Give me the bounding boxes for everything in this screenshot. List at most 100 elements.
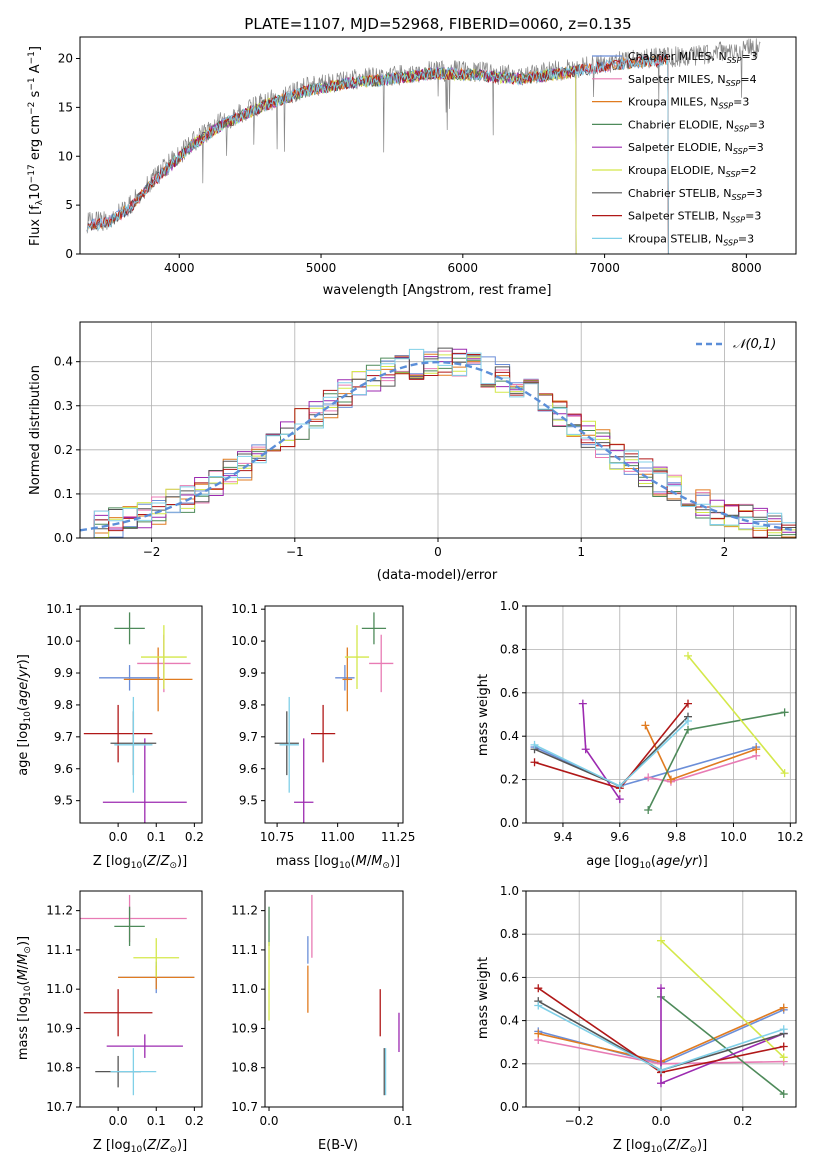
weight-point-salpeter-elodie (615, 795, 624, 804)
x-tick-label: 9.6 (610, 830, 629, 844)
y-tick-label: 10.1 (46, 602, 73, 616)
y-tick-label: 0.6 (500, 970, 519, 984)
x-tick-label: −0.2 (565, 1114, 594, 1128)
figure-title: PLATE=1107, MJD=52968, FIBERID=0060, z=0… (244, 15, 631, 33)
y-tick-label: 0.4 (54, 355, 73, 369)
spectrum-xlabel: wavelength [Angstrom, rest frame] (323, 283, 552, 298)
legend-label-salpeter-elodie: Salpeter ELODIE, NSSP=3 (628, 141, 764, 156)
plot-content (530, 651, 789, 814)
weight-point-kroupa-miles (752, 745, 761, 754)
x-tick-label: 0.1 (393, 1114, 412, 1128)
axes-frame (79, 890, 203, 1108)
residual-ylabel: Normed distribution (28, 365, 43, 495)
x-tick-label: 0.2 (185, 830, 204, 844)
y-tick-label: 9.7 (239, 730, 258, 744)
legend-label-chabrier-elodie: Chabrier ELODIE, NSSP=3 (628, 118, 765, 133)
x-tick-label: 0.0 (651, 1114, 670, 1128)
x-tick-label: 0.2 (733, 1114, 752, 1128)
x-tick-label: 0.0 (109, 830, 128, 844)
spectrum-legend: Chabrier MILES, NSSP=3 Salpeter MILES, NS… (592, 50, 765, 247)
y-tick-label: 9.9 (239, 666, 258, 680)
y-tick-label: 10.7 (231, 1100, 258, 1114)
spectrum-plot-area: 4000 5000 6000 7000 8000 0 5 10 15 20 (58, 36, 797, 275)
axes-frame (264, 605, 404, 824)
weight-point-chabrier-elodie (779, 1090, 788, 1099)
x-tick-label: 7000 (589, 261, 620, 275)
mass-vs-ebv-panel: 0.0 0.1 10.7 10.8 10.9 11.0 11.1 11.2 (231, 890, 413, 1128)
plot-content (80, 894, 195, 1096)
weight-point-kroupa-elodie (684, 651, 692, 660)
y-tick-label: 0.4 (500, 729, 519, 743)
y-tick-label: 1.0 (500, 599, 519, 613)
plot-content (534, 936, 788, 1099)
observed-spectrum-line (86, 38, 761, 234)
x-tick-label: −2 (143, 545, 161, 559)
y-tick-label: 10 (58, 149, 73, 163)
y-tick-label: 10.0 (231, 634, 258, 648)
y-tick-label: 0.6 (500, 686, 519, 700)
axes-frame (79, 36, 797, 255)
mass-weight-vs-Z-xlabel: Z [log10(Z/Z⊙)] (613, 1138, 707, 1155)
weight-point-kroupa-miles (641, 721, 650, 730)
x-tick-label: −1 (286, 545, 304, 559)
legend-label-chabrier-stelib: Chabrier STELIB, NSSP=3 (628, 187, 762, 202)
y-tick-label: 0.0 (500, 1100, 519, 1114)
plot-content (80, 347, 796, 538)
weight-point-kroupa-elodie (780, 769, 789, 778)
mass-vs-Z-xlabel: Z [log10(Z/Z⊙)] (93, 1138, 187, 1155)
axes-frame (525, 605, 797, 824)
y-tick-label: 1.0 (500, 884, 519, 898)
x-tick-label: 11.25 (381, 830, 415, 844)
y-tick-label: 20 (58, 52, 73, 66)
x-tick-label: 0.0 (109, 1114, 128, 1128)
model-line-kroupa-elodie (164, 65, 577, 254)
x-tick-label: 10.2 (777, 830, 804, 844)
y-tick-label: 9.8 (239, 698, 258, 712)
x-tick-label: 5000 (306, 261, 337, 275)
weight-line-kroupa-elodie (687, 655, 786, 774)
weight-line-chabrier-elodie (660, 996, 785, 1095)
weight-point-kroupa-stelib (534, 1001, 543, 1010)
weight-point-kroupa-miles (779, 1003, 788, 1012)
x-tick-label: 0.0 (259, 1114, 278, 1128)
weight-point-salpeter-stelib (779, 1042, 788, 1051)
weight-line-salpeter-elodie (582, 703, 621, 800)
x-tick-label: 10.75 (260, 830, 294, 844)
y-tick-label: 0.4 (500, 1014, 519, 1028)
y-tick-label: 9.6 (54, 762, 73, 776)
mass-weight-vs-age-panel: 9.4 9.6 9.8 10.0 10.2 0.0 0.2 0.4 0.6 0.8 1.0 (500, 599, 804, 844)
residual-panel: −2 −1 0 1 2 0.0 0.1 0.2 0.3 0.4 𝒩(0,1) (data-mode… (28, 321, 797, 583)
residual-hist-chabrier-stelib (80, 347, 796, 538)
plot-content (268, 894, 400, 1096)
age-vs-mass-panel: 10.75 11.00 11.25 9.5 9.6 9.7 9.8 9.9 10.0 10.1 (231, 602, 415, 844)
y-tick-label: 11.0 (46, 982, 73, 996)
x-tick-label: 6000 (448, 261, 479, 275)
x-tick-label: 2 (721, 545, 729, 559)
legend-label-salpeter-stelib: Salpeter STELIB, NSSP=3 (628, 210, 761, 225)
y-tick-label: 9.5 (239, 794, 258, 808)
x-tick-label: 11.00 (320, 830, 354, 844)
weight-point-kroupa-elodie (779, 1053, 788, 1062)
legend-label-kroupa-elodie: Kroupa ELODIE, NSSP=2 (628, 164, 757, 179)
normal-reference-curve (80, 360, 796, 532)
y-tick-label: 0.2 (54, 443, 73, 457)
legend-label-kroupa-stelib: Kroupa STELIB, NSSP=3 (628, 232, 754, 247)
weight-point-kroupa-stelib (657, 1066, 665, 1075)
weight-point-kroupa-stelib (779, 1025, 788, 1034)
x-tick-label: 8000 (731, 261, 762, 275)
y-tick-label: 10.9 (231, 1021, 258, 1035)
y-tick-label: 0.2 (500, 1057, 519, 1071)
x-tick-label: 0.1 (147, 830, 166, 844)
mass-weight-vs-age-ylabel: mass weight (476, 674, 491, 756)
weight-point-kroupa-elodie (657, 936, 665, 945)
weight-point-kroupa-miles (534, 1029, 543, 1038)
y-tick-label: 9.8 (54, 698, 73, 712)
weight-point-salpeter-elodie (578, 699, 587, 708)
y-tick-label: 15 (58, 100, 73, 114)
weight-point-kroupa-stelib (615, 782, 624, 791)
y-tick-label: 10.7 (46, 1100, 73, 1114)
x-tick-label: 9.8 (667, 830, 686, 844)
age-vs-Z-xlabel: Z [log10(Z/Z⊙)] (93, 854, 187, 871)
y-tick-label: 0.3 (54, 399, 73, 413)
